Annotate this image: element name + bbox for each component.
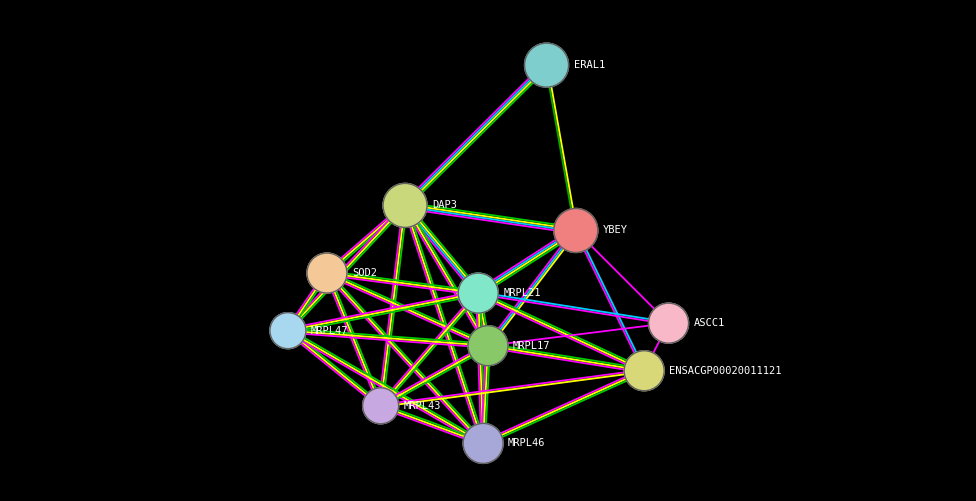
Text: MRPL46: MRPL46 xyxy=(508,438,546,448)
Circle shape xyxy=(464,423,503,463)
Text: ERAL1: ERAL1 xyxy=(574,60,605,70)
Text: DAP3: DAP3 xyxy=(432,200,457,210)
Text: ASCC1: ASCC1 xyxy=(694,318,725,328)
Circle shape xyxy=(459,273,498,313)
Circle shape xyxy=(649,303,688,343)
Circle shape xyxy=(363,388,398,424)
Circle shape xyxy=(553,208,598,253)
Circle shape xyxy=(625,351,664,391)
Text: MRPL17: MRPL17 xyxy=(513,341,550,351)
Circle shape xyxy=(307,253,346,293)
Text: YBEY: YBEY xyxy=(603,225,628,235)
Text: ENSACGP00020011121: ENSACGP00020011121 xyxy=(670,366,782,376)
Text: MRPL47: MRPL47 xyxy=(311,326,348,336)
Circle shape xyxy=(524,43,569,87)
Circle shape xyxy=(383,183,427,227)
Text: MRPL43: MRPL43 xyxy=(404,401,441,411)
Circle shape xyxy=(270,313,305,349)
Circle shape xyxy=(468,326,508,366)
Text: SOD2: SOD2 xyxy=(352,268,377,278)
Text: MRPL21: MRPL21 xyxy=(504,288,541,298)
